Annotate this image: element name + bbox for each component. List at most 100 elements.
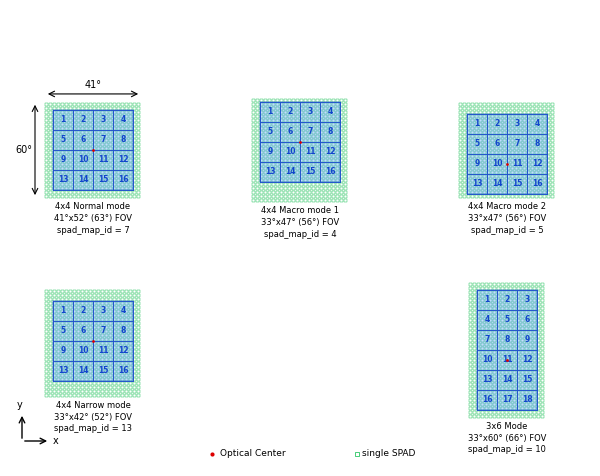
Bar xyxy=(477,371,480,374)
Bar xyxy=(485,298,488,302)
Bar xyxy=(57,111,60,114)
Bar xyxy=(89,135,92,138)
Bar xyxy=(336,147,339,150)
Bar xyxy=(481,331,484,334)
Bar xyxy=(312,163,315,166)
Bar xyxy=(551,167,554,170)
Bar xyxy=(97,187,100,190)
Bar xyxy=(117,147,120,150)
Bar xyxy=(137,111,140,114)
Bar xyxy=(73,369,76,373)
Bar xyxy=(101,115,104,118)
Bar xyxy=(312,107,315,110)
Bar xyxy=(45,309,48,313)
Bar xyxy=(284,123,287,126)
Bar xyxy=(73,143,76,146)
Bar xyxy=(533,387,536,390)
Bar xyxy=(272,199,275,202)
Bar xyxy=(535,123,538,126)
Bar xyxy=(73,382,76,385)
Bar xyxy=(535,127,538,130)
Bar xyxy=(328,183,331,186)
Bar xyxy=(547,127,550,130)
Bar xyxy=(487,127,490,130)
Bar xyxy=(292,123,295,126)
Bar xyxy=(469,403,472,406)
Bar xyxy=(260,119,263,122)
Bar xyxy=(485,387,488,390)
Bar xyxy=(65,159,68,162)
Bar xyxy=(332,175,335,178)
Bar xyxy=(57,289,60,293)
Bar xyxy=(527,175,530,178)
Bar xyxy=(551,175,554,178)
Text: 9: 9 xyxy=(524,336,530,344)
Bar xyxy=(344,151,347,154)
Bar xyxy=(529,351,532,354)
Text: 6: 6 xyxy=(80,136,86,144)
Bar xyxy=(272,179,275,182)
Bar xyxy=(537,347,540,350)
Bar xyxy=(505,358,508,362)
Bar xyxy=(543,167,546,170)
Bar xyxy=(308,171,311,174)
Bar xyxy=(477,355,480,358)
Bar xyxy=(501,411,504,414)
Bar xyxy=(316,147,319,150)
Text: 12: 12 xyxy=(522,356,532,364)
Bar xyxy=(485,367,488,370)
Bar xyxy=(89,314,92,317)
Bar xyxy=(527,143,530,146)
Bar xyxy=(53,123,56,126)
Bar xyxy=(81,341,84,345)
Bar xyxy=(288,107,291,110)
Bar xyxy=(525,415,528,418)
Bar xyxy=(483,103,486,106)
Bar xyxy=(121,135,124,138)
Bar xyxy=(499,171,502,174)
Bar xyxy=(256,151,259,154)
Bar xyxy=(519,167,522,170)
Bar xyxy=(320,131,323,134)
Bar xyxy=(133,159,136,162)
Bar xyxy=(133,374,136,377)
Bar xyxy=(511,175,514,178)
Bar xyxy=(284,167,287,170)
Bar xyxy=(113,183,116,186)
Bar xyxy=(308,191,311,194)
Bar xyxy=(505,363,508,366)
Bar xyxy=(284,191,287,194)
Bar xyxy=(324,107,327,110)
Bar xyxy=(69,167,72,170)
Bar xyxy=(509,399,512,402)
Bar xyxy=(105,361,108,365)
Bar xyxy=(133,317,136,321)
Bar xyxy=(336,115,339,118)
Bar xyxy=(475,179,478,182)
Text: 11: 11 xyxy=(98,156,108,164)
Bar xyxy=(308,115,311,118)
Bar xyxy=(61,337,64,341)
Bar xyxy=(481,307,484,310)
Text: 8: 8 xyxy=(328,128,332,137)
Bar xyxy=(133,171,136,174)
Bar xyxy=(129,301,132,305)
Bar xyxy=(129,309,132,313)
Bar xyxy=(292,199,295,202)
Bar xyxy=(531,163,534,166)
Bar xyxy=(137,175,140,178)
Bar xyxy=(65,374,68,377)
Bar xyxy=(280,111,283,114)
Bar xyxy=(129,386,132,389)
Bar xyxy=(276,119,279,122)
Bar xyxy=(503,187,506,190)
Bar xyxy=(73,354,76,357)
Bar xyxy=(292,139,295,142)
Bar xyxy=(268,127,271,130)
Bar xyxy=(53,361,56,365)
Bar xyxy=(493,303,496,306)
Bar xyxy=(497,351,500,354)
Bar xyxy=(137,301,140,305)
Bar xyxy=(537,323,540,326)
Bar xyxy=(101,394,104,397)
